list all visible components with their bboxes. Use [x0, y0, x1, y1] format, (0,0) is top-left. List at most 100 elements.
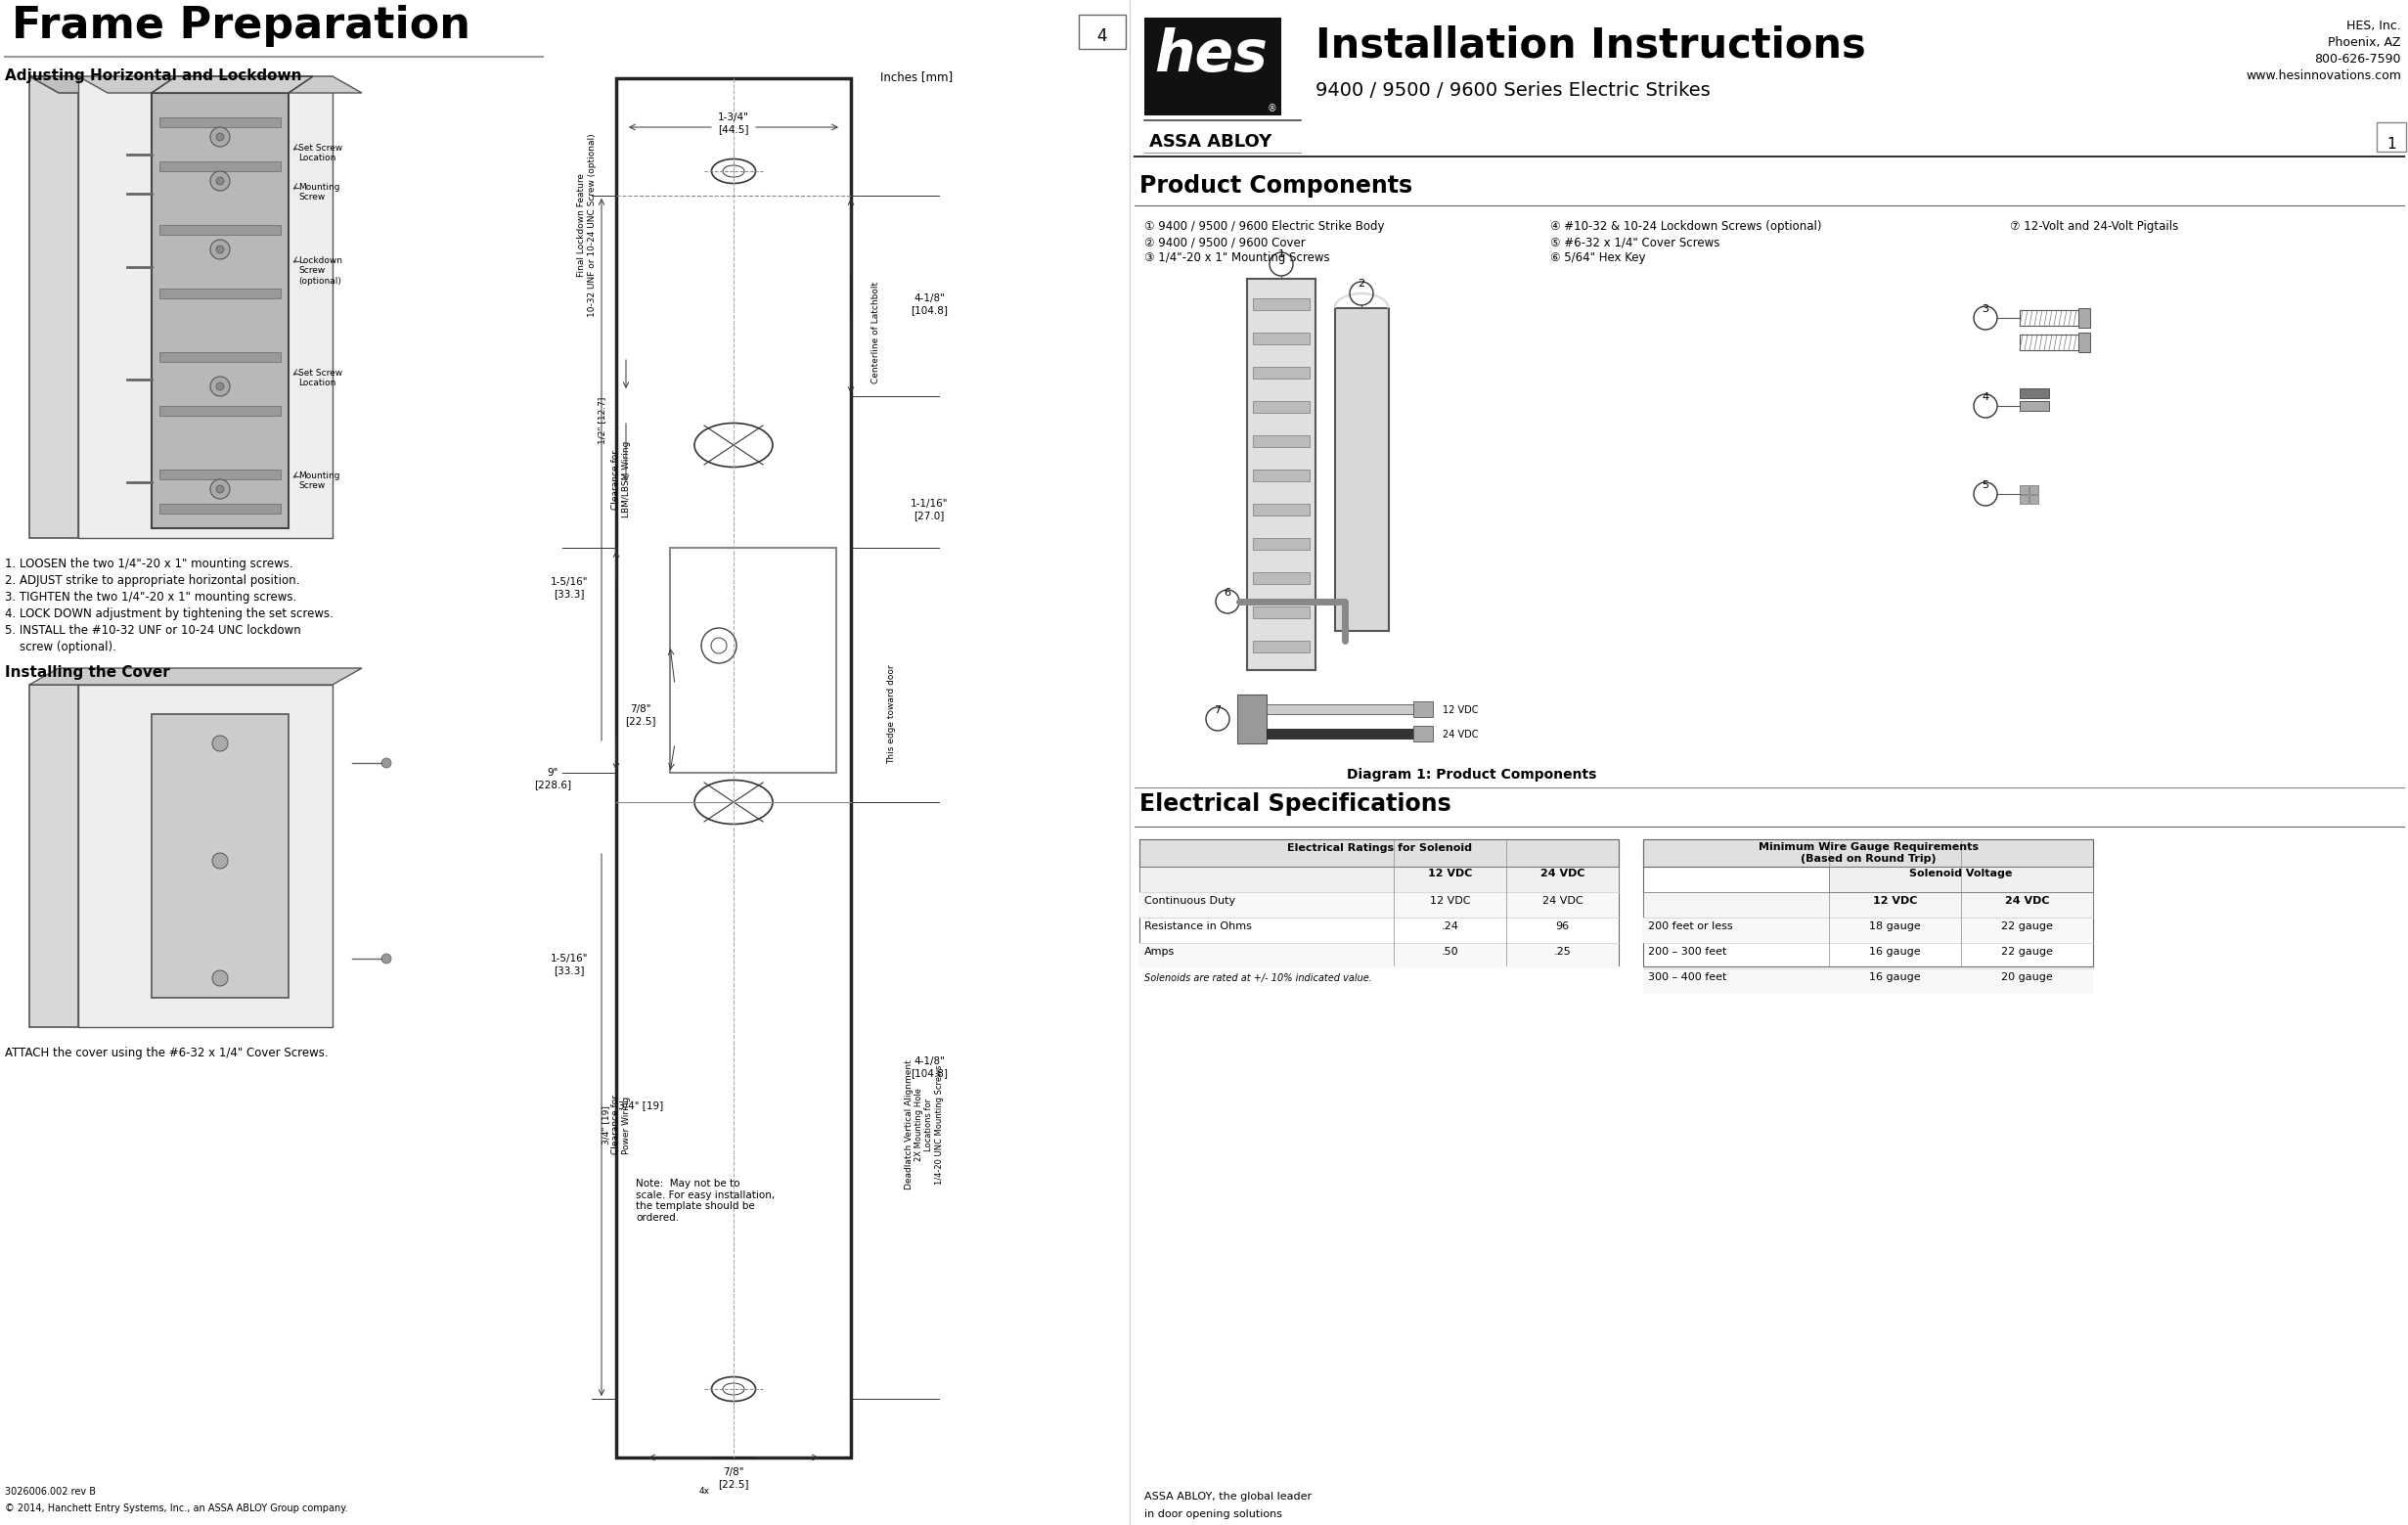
Text: 1-5/16"
[33.3]: 1-5/16" [33.3] [551, 576, 588, 598]
Circle shape [209, 127, 229, 146]
Text: 12 VDC: 12 VDC [1430, 897, 1471, 906]
Text: 200 – 300 feet: 200 – 300 feet [1647, 947, 1727, 956]
Bar [1252, 435, 1310, 447]
Text: 2: 2 [1358, 279, 1365, 288]
Text: 800-626-7590: 800-626-7590 [2314, 53, 2401, 66]
Text: Phoenix, AZ: Phoenix, AZ [2329, 37, 2401, 49]
Bar [1642, 918, 2093, 942]
Bar [1252, 607, 1310, 618]
Text: 4: 4 [1982, 392, 1989, 403]
Text: Mounting
Screw: Mounting Screw [299, 183, 340, 201]
Text: 9400 / 9500 / 9600 Series Electric Strikes: 9400 / 9500 / 9600 Series Electric Strik… [1315, 81, 1710, 99]
Bar [77, 685, 332, 1028]
Text: 3/4" [19]: 3/4" [19] [602, 1106, 612, 1144]
Bar [1252, 538, 1310, 549]
Text: Electrical Ratings for Solenoid: Electrical Ratings for Solenoid [1286, 843, 1471, 852]
Bar [1252, 332, 1310, 345]
Circle shape [217, 485, 224, 493]
Text: 2X Mounting Hole
Locations for
1/4-20 UNC Mounting Screws: 2X Mounting Hole Locations for 1/4-20 UN… [915, 1064, 944, 1185]
Text: Minimum Wire Gauge Requirements
(Based on Round Trip): Minimum Wire Gauge Requirements (Based o… [1758, 842, 1977, 863]
Circle shape [212, 852, 229, 869]
Text: hes: hes [1153, 27, 1267, 84]
Text: Frame Preparation: Frame Preparation [12, 5, 470, 47]
Text: screw (optional).: screw (optional). [5, 640, 116, 653]
Text: 7/8"
[22.5]: 7/8" [22.5] [718, 1467, 749, 1488]
Text: ATTACH the cover using the #6-32 x 1/4" Cover Screws.: ATTACH the cover using the #6-32 x 1/4" … [5, 1046, 327, 1060]
Bar [669, 547, 836, 773]
Text: ② 9400 / 9500 / 9600 Cover: ② 9400 / 9500 / 9600 Cover [1144, 236, 1305, 249]
Text: .50: .50 [1442, 947, 1459, 956]
Bar [1144, 18, 1281, 116]
Text: 7/8"
[22.5]: 7/8" [22.5] [626, 705, 655, 726]
Bar [2020, 485, 2028, 494]
Text: Diagram 1: Product Components: Diagram 1: Product Components [1346, 769, 1597, 782]
Polygon shape [29, 668, 361, 685]
Text: Mounting
Screw: Mounting Screw [299, 471, 340, 491]
Circle shape [217, 133, 224, 140]
Text: 3/4" [19]: 3/4" [19] [619, 1101, 662, 1110]
Bar [2030, 485, 2037, 494]
Text: 2. ADJUST strike to appropriate horizontal position.: 2. ADJUST strike to appropriate horizont… [5, 575, 299, 587]
Polygon shape [29, 76, 108, 93]
Text: 16 gauge: 16 gauge [1869, 973, 1922, 982]
Bar [159, 406, 282, 416]
Circle shape [380, 758, 390, 769]
Bar [1139, 866, 1618, 892]
Bar [29, 685, 77, 1028]
Bar [159, 117, 282, 127]
Text: Clearance for
LBM/LBSM Wiring: Clearance for LBM/LBSM Wiring [612, 441, 631, 517]
Text: Set Screw
Location: Set Screw Location [299, 369, 342, 387]
Bar [1267, 729, 1413, 738]
Text: ③ 1/4"-20 x 1" Mounting Screws: ③ 1/4"-20 x 1" Mounting Screws [1144, 252, 1329, 264]
Text: Electrical Specifications: Electrical Specifications [1139, 793, 1452, 816]
Text: 7: 7 [1214, 705, 1221, 715]
Bar [1252, 470, 1310, 482]
Text: 300 – 400 feet: 300 – 400 feet [1647, 973, 1727, 982]
Text: 12 VDC: 12 VDC [1428, 869, 1471, 878]
Text: .25: .25 [1553, 947, 1570, 956]
Bar [1252, 401, 1310, 413]
Text: 1-1/16"
[27.0]: 1-1/16" [27.0] [910, 499, 949, 520]
Text: 24 VDC: 24 VDC [1442, 730, 1479, 740]
Text: 9"
[228.6]: 9" [228.6] [535, 769, 571, 788]
Text: Clearance for
Power Wiring: Clearance for Power Wiring [612, 1095, 631, 1154]
Text: 5: 5 [1982, 480, 1989, 490]
Text: ASSA ABLOY, the global leader: ASSA ABLOY, the global leader [1144, 1491, 1312, 1502]
Text: Amps: Amps [1144, 947, 1175, 956]
Text: 18 gauge: 18 gauge [1869, 921, 1922, 932]
Text: 22 gauge: 22 gauge [2001, 921, 2054, 932]
Bar [1642, 839, 2093, 967]
Bar [1413, 702, 1433, 717]
Bar [1139, 942, 1618, 968]
Bar [1252, 299, 1310, 310]
Bar [1238, 694, 1267, 743]
Circle shape [209, 479, 229, 499]
Text: 6: 6 [1223, 589, 1230, 598]
Text: 24 VDC: 24 VDC [2006, 897, 2049, 906]
Text: 3026006.002 rev B: 3026006.002 rev B [5, 1487, 96, 1496]
Circle shape [212, 970, 229, 987]
Text: 20 gauge: 20 gauge [2001, 973, 2054, 982]
Circle shape [217, 383, 224, 390]
Text: 96: 96 [1556, 921, 1570, 932]
Bar [1334, 308, 1389, 631]
Text: 24 VDC: 24 VDC [1541, 869, 1584, 878]
Bar [2020, 389, 2049, 398]
Bar [1642, 892, 2093, 918]
Bar [152, 714, 289, 997]
Bar [1413, 726, 1433, 741]
Text: www.hesinnovations.com: www.hesinnovations.com [2247, 70, 2401, 82]
Text: Set Screw
Location: Set Screw Location [299, 143, 342, 163]
Bar [1139, 839, 1618, 965]
Bar [1139, 892, 1618, 918]
Bar [159, 226, 282, 235]
Bar [159, 503, 282, 514]
Text: Installing the Cover: Installing the Cover [5, 665, 171, 680]
Bar [159, 162, 282, 171]
Bar [1830, 866, 2093, 892]
Text: ®: ® [1267, 104, 1276, 113]
Text: Continuous Duty: Continuous Duty [1144, 897, 1235, 906]
Text: Final Lockdown Feature
10-32 UNF or 10-24 UNC Screw (optional): Final Lockdown Feature 10-32 UNF or 10-2… [578, 133, 597, 317]
Bar [1139, 839, 1618, 866]
Bar [1252, 368, 1310, 378]
